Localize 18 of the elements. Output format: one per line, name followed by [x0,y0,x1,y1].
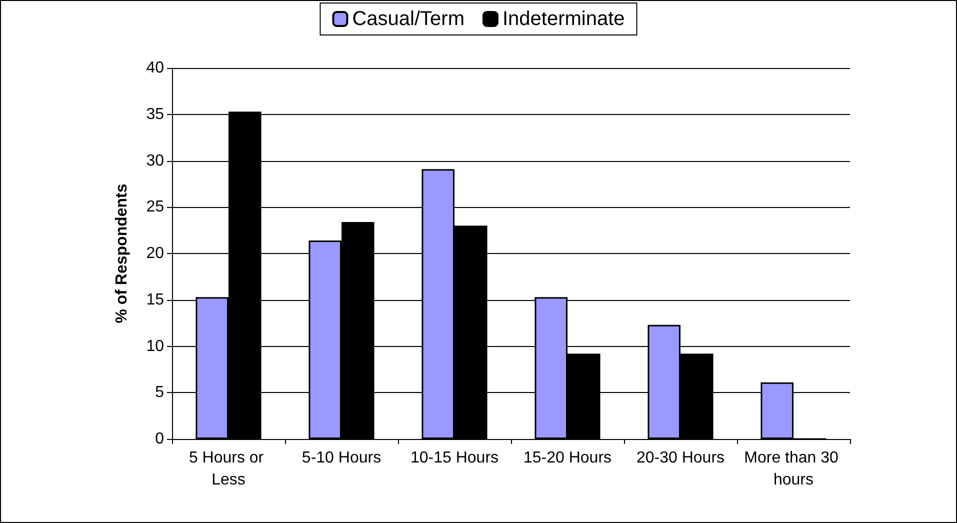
y-axis-title: % of Respondents [114,184,130,324]
x-tick-label: 5 Hours or Less [188,450,268,488]
x-tick-label: 10-15 Hours [410,450,499,466]
x-tick-label: 20-30 Hours [636,450,725,466]
y-tick-label: 30 [146,152,164,170]
y-tick-label: 5 [155,384,164,402]
y-tick-label: 10 [146,338,164,355]
y-tick-label: 15 [146,291,164,308]
y-tick-label: 0 [155,430,164,448]
y-tick-label: 25 [146,198,164,216]
y-tick-label: 20 [146,245,164,262]
y-tick-label: 35 [146,106,164,123]
legend-label: Indeterminate [502,8,625,30]
legend-label: Casual/Term [352,8,464,30]
x-tick-label: 5-10 Hours [302,450,382,466]
x-tick-label: More than 30 hours [744,450,843,488]
y-tick-label: 40 [146,60,164,76]
x-tick-label: 15-20 Hours [523,450,612,466]
